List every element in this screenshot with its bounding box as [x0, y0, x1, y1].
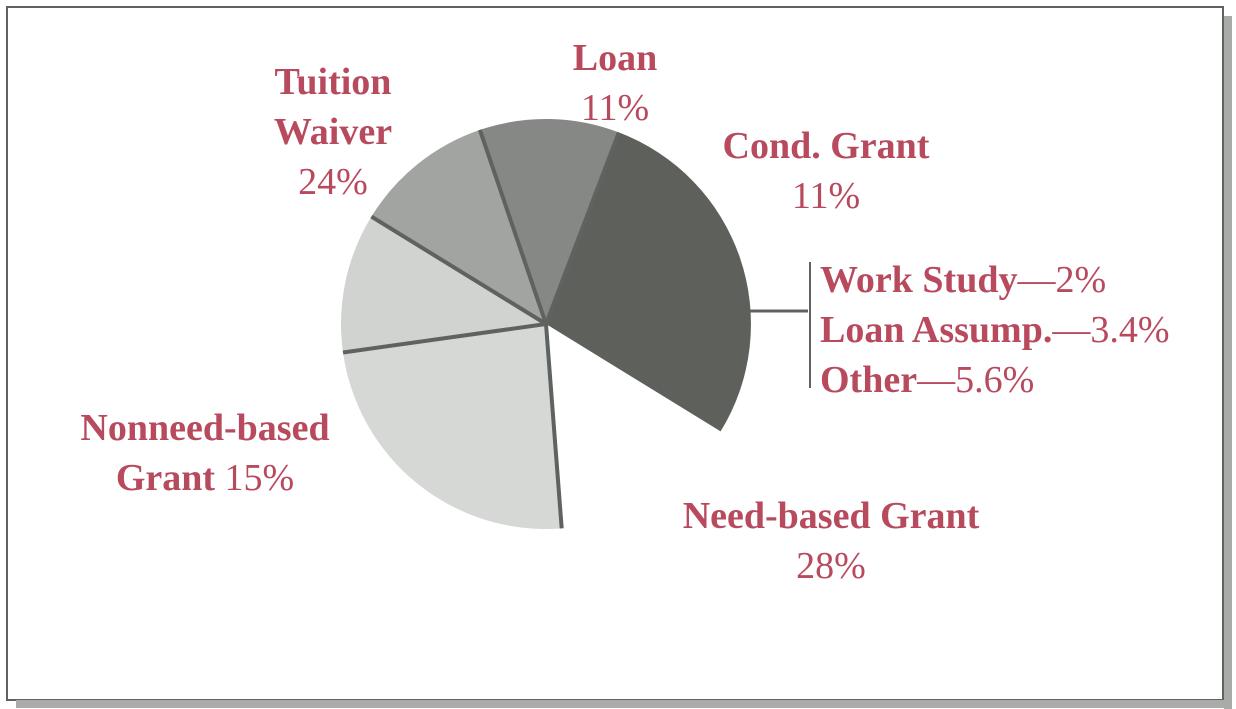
label-tuition-line1: Tuition: [275, 61, 392, 103]
label-loan-assump-name: Loan Assump.: [820, 309, 1052, 351]
label-loan-name: Loan: [573, 37, 657, 79]
label-need-pct: 28%: [796, 545, 866, 587]
frame-shadow-right: [1224, 16, 1232, 709]
label-nonneed-name: Grant: [116, 457, 216, 499]
pie-slice-need-based-grant: [546, 132, 751, 432]
label-loan-assump: Loan Assump.—3.4%: [820, 309, 1169, 351]
frame-shadow-bottom: [16, 700, 1232, 708]
label-other: Other—5.6%: [820, 359, 1034, 401]
label-loan-assump-pct: —3.4%: [1051, 309, 1169, 351]
label-other-name: Other: [820, 359, 917, 401]
pie-separator-0: [342, 322, 547, 355]
pie-slice-cond-grant: [371, 129, 546, 324]
pie-slice-tuition-waiver: [343, 324, 562, 530]
pie-slices: [341, 118, 751, 530]
pie-separator-5: [544, 323, 564, 529]
pie-slice-work-study-loan-assump-other: [479, 118, 619, 324]
label-nonneed-pct: 15%: [215, 457, 294, 499]
label-nonneed-line2: Grant 15%: [116, 457, 294, 499]
label-cond-grant-pct: 11%: [792, 175, 860, 217]
pie-separator-2: [478, 129, 548, 325]
pie-separator-3: [544, 131, 621, 325]
label-work-study-pct: —2%: [1016, 259, 1106, 301]
label-loan-pct: 11%: [581, 87, 649, 129]
label-work-study-name: Work Study: [820, 259, 1017, 301]
pie-separator-1: [370, 214, 548, 326]
label-cond-grant-name: Cond. Grant: [723, 125, 930, 167]
label-tuition-pct: 24%: [298, 161, 368, 203]
label-need-name: Need-based Grant: [683, 495, 980, 537]
label-tuition-line2: Waiver: [274, 111, 392, 153]
label-work-study: Work Study—2%: [820, 259, 1106, 301]
label-other-pct: —5.6%: [916, 359, 1034, 401]
pie-slice-loan: [341, 216, 546, 353]
label-nonneed-line1: Nonneed-based: [80, 407, 329, 449]
